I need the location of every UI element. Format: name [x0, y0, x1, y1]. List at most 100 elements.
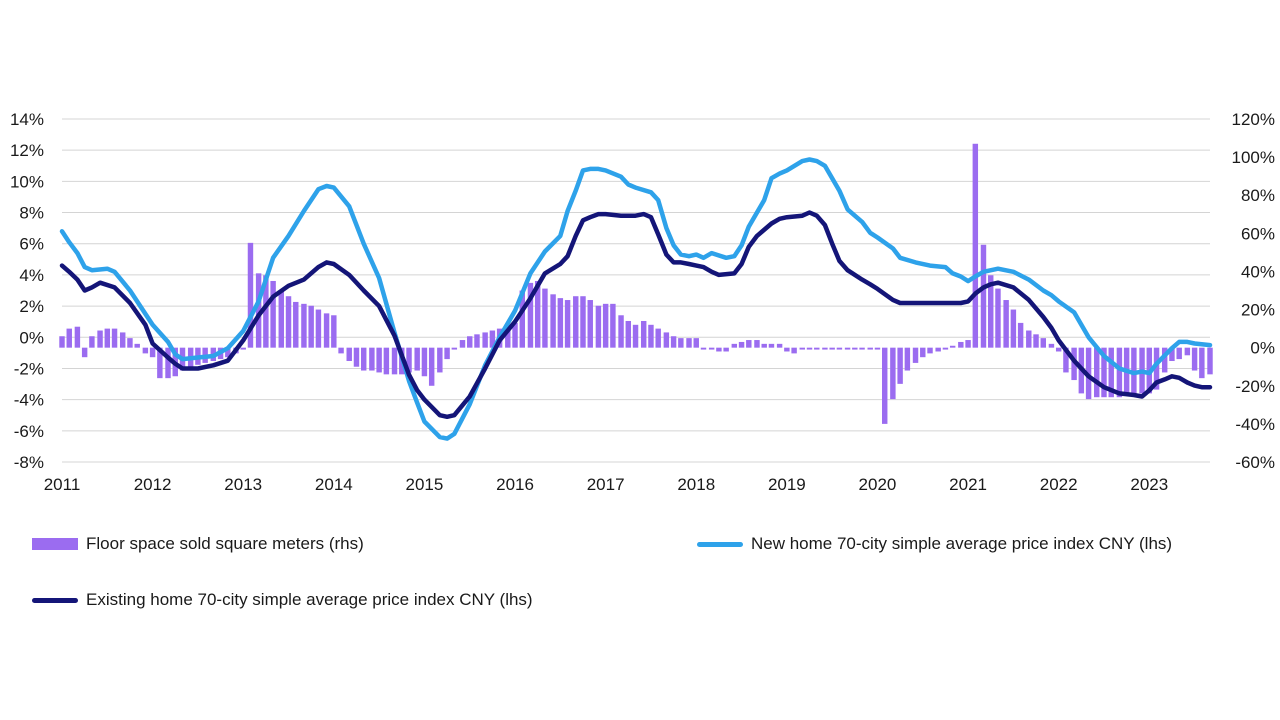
- floor-space-bar: [437, 347, 443, 373]
- legend-floor-space-label: Floor space sold square meters (rhs): [86, 534, 364, 553]
- left-axis-ticks: -8% -6% -4% -2% 0% 2% 4% 6% 8% 10% 12% 14%: [10, 110, 44, 472]
- floor-space-bar: [852, 347, 858, 350]
- floor-space-bar: [527, 282, 534, 348]
- floor-space-bar: [1101, 347, 1107, 398]
- floor-space-bar: [716, 347, 722, 352]
- floor-space-bar: [640, 320, 647, 348]
- left-tick-label: -6%: [14, 422, 44, 441]
- floor-space-bar: [383, 347, 390, 375]
- floor-space-bar: [97, 330, 103, 348]
- floor-space-bar: [346, 347, 352, 362]
- floor-space-bar: [942, 347, 949, 350]
- floor-space-bar: [89, 336, 95, 348]
- floor-space-bar: [428, 347, 435, 386]
- left-tick-label: 14%: [10, 110, 44, 129]
- floor-space-bar: [285, 296, 292, 348]
- legend-new-home-swatch: [697, 541, 743, 547]
- floor-space-bar: [761, 343, 767, 348]
- floor-space-bar: [263, 275, 269, 348]
- floor-space-bar: [1153, 347, 1160, 390]
- floor-space-bar: [1033, 334, 1039, 348]
- floor-space-bar: [610, 303, 616, 348]
- floor-space-bar: [81, 347, 88, 358]
- existing-home-price-line: [59, 210, 1213, 420]
- floor-space-bar: [678, 338, 684, 348]
- floor-space-bar: [890, 347, 896, 400]
- floor-space-bar: [542, 288, 548, 348]
- floor-space-bar: [768, 343, 775, 348]
- floor-space-bar: [1040, 338, 1046, 348]
- floor-space-bar: [988, 275, 994, 348]
- floor-space-bar: [59, 336, 65, 348]
- floor-space-bar: [338, 347, 344, 354]
- floor-space-bar: [247, 242, 254, 348]
- x-axis-ticks: 2011 2012 2013 2014 2015 2016 2017 2018 2019 2020…: [44, 475, 1168, 494]
- floor-space-bar: [1063, 347, 1069, 373]
- floor-space-bar: [1010, 309, 1017, 348]
- floor-space-bar: [723, 347, 729, 352]
- floor-space-bar: [1161, 347, 1168, 373]
- right-tick-label: 20%: [1241, 301, 1275, 320]
- floor-space-bar: [66, 328, 72, 348]
- legend-new-home-label: New home 70-city simple average price in…: [751, 534, 1173, 553]
- x-tick-label: 2015: [406, 475, 444, 494]
- right-tick-label: 120%: [1232, 110, 1275, 129]
- floor-space-bar: [467, 336, 473, 348]
- legend-existing-home-swatch: [32, 597, 78, 603]
- floor-space-bar: [225, 347, 231, 358]
- right-axis-ticks: -60% -40% -20% 0% 20% 40% 60% 80% 100% 120%: [1232, 110, 1275, 472]
- floor-space-bar: [323, 313, 330, 348]
- right-tick-label: -40%: [1235, 415, 1275, 434]
- floor-space-bar: [595, 305, 602, 348]
- floor-space-bar: [315, 309, 322, 348]
- floor-space-bar: [111, 328, 118, 348]
- floor-space-bar: [972, 143, 979, 348]
- floor-space-bar: [814, 347, 820, 350]
- floor-space-bar: [142, 347, 149, 354]
- floor-space-bar: [165, 347, 171, 379]
- x-tick-label: 2020: [859, 475, 897, 494]
- right-tick-label: 100%: [1232, 148, 1275, 167]
- floor-space-bar: [663, 332, 670, 348]
- floor-space-bar: [859, 347, 865, 350]
- floor-space-bar: [104, 328, 111, 348]
- floor-space-bar: [308, 305, 314, 348]
- floor-space-bar: [564, 300, 571, 348]
- floor-space-bar: [746, 340, 752, 348]
- floor-space-bar: [512, 322, 518, 348]
- floor-space-bar: [731, 343, 738, 348]
- left-tick-label: 8%: [19, 204, 44, 223]
- floor-space-bar: [1184, 347, 1191, 356]
- left-tick-label: 10%: [10, 172, 44, 191]
- floor-space-bar: [587, 300, 593, 348]
- floor-space-bar: [693, 338, 699, 348]
- legend-bar-swatch: [32, 538, 78, 550]
- floor-space-bar: [1199, 347, 1205, 379]
- floor-space-bar: [867, 347, 873, 350]
- x-tick-label: 2012: [134, 475, 172, 494]
- floor-space-bar: [912, 347, 919, 363]
- x-tick-label: 2011: [44, 475, 81, 494]
- legend-new-home: New home 70-city simple average price in…: [697, 534, 1172, 554]
- floor-space-bar: [949, 345, 956, 348]
- right-tick-label: 80%: [1241, 186, 1275, 205]
- floor-space-bar: [361, 347, 367, 371]
- floor-space-bar: [580, 296, 586, 348]
- left-tick-label: -4%: [14, 391, 44, 410]
- x-tick-label: 2019: [768, 475, 806, 494]
- floor-space-bar: [119, 332, 126, 348]
- floor-space-bar: [376, 347, 382, 373]
- floor-space-bar: [353, 347, 360, 367]
- floor-space-bar: [799, 347, 805, 350]
- floor-space-bar: [240, 347, 246, 350]
- floor-space-bar: [270, 280, 276, 348]
- legend-existing-home-label: Existing home 70-city simple average pri…: [86, 590, 533, 609]
- floor-space-bar: [670, 336, 677, 348]
- floor-space-bar: [904, 347, 911, 371]
- floor-space-bar: [534, 280, 541, 348]
- floor-space-bar: [505, 326, 511, 348]
- floor-space-bar: [738, 341, 745, 348]
- floor-space-bar: [686, 338, 692, 348]
- floor-space-bar: [278, 290, 284, 348]
- floor-space-bar: [791, 347, 797, 354]
